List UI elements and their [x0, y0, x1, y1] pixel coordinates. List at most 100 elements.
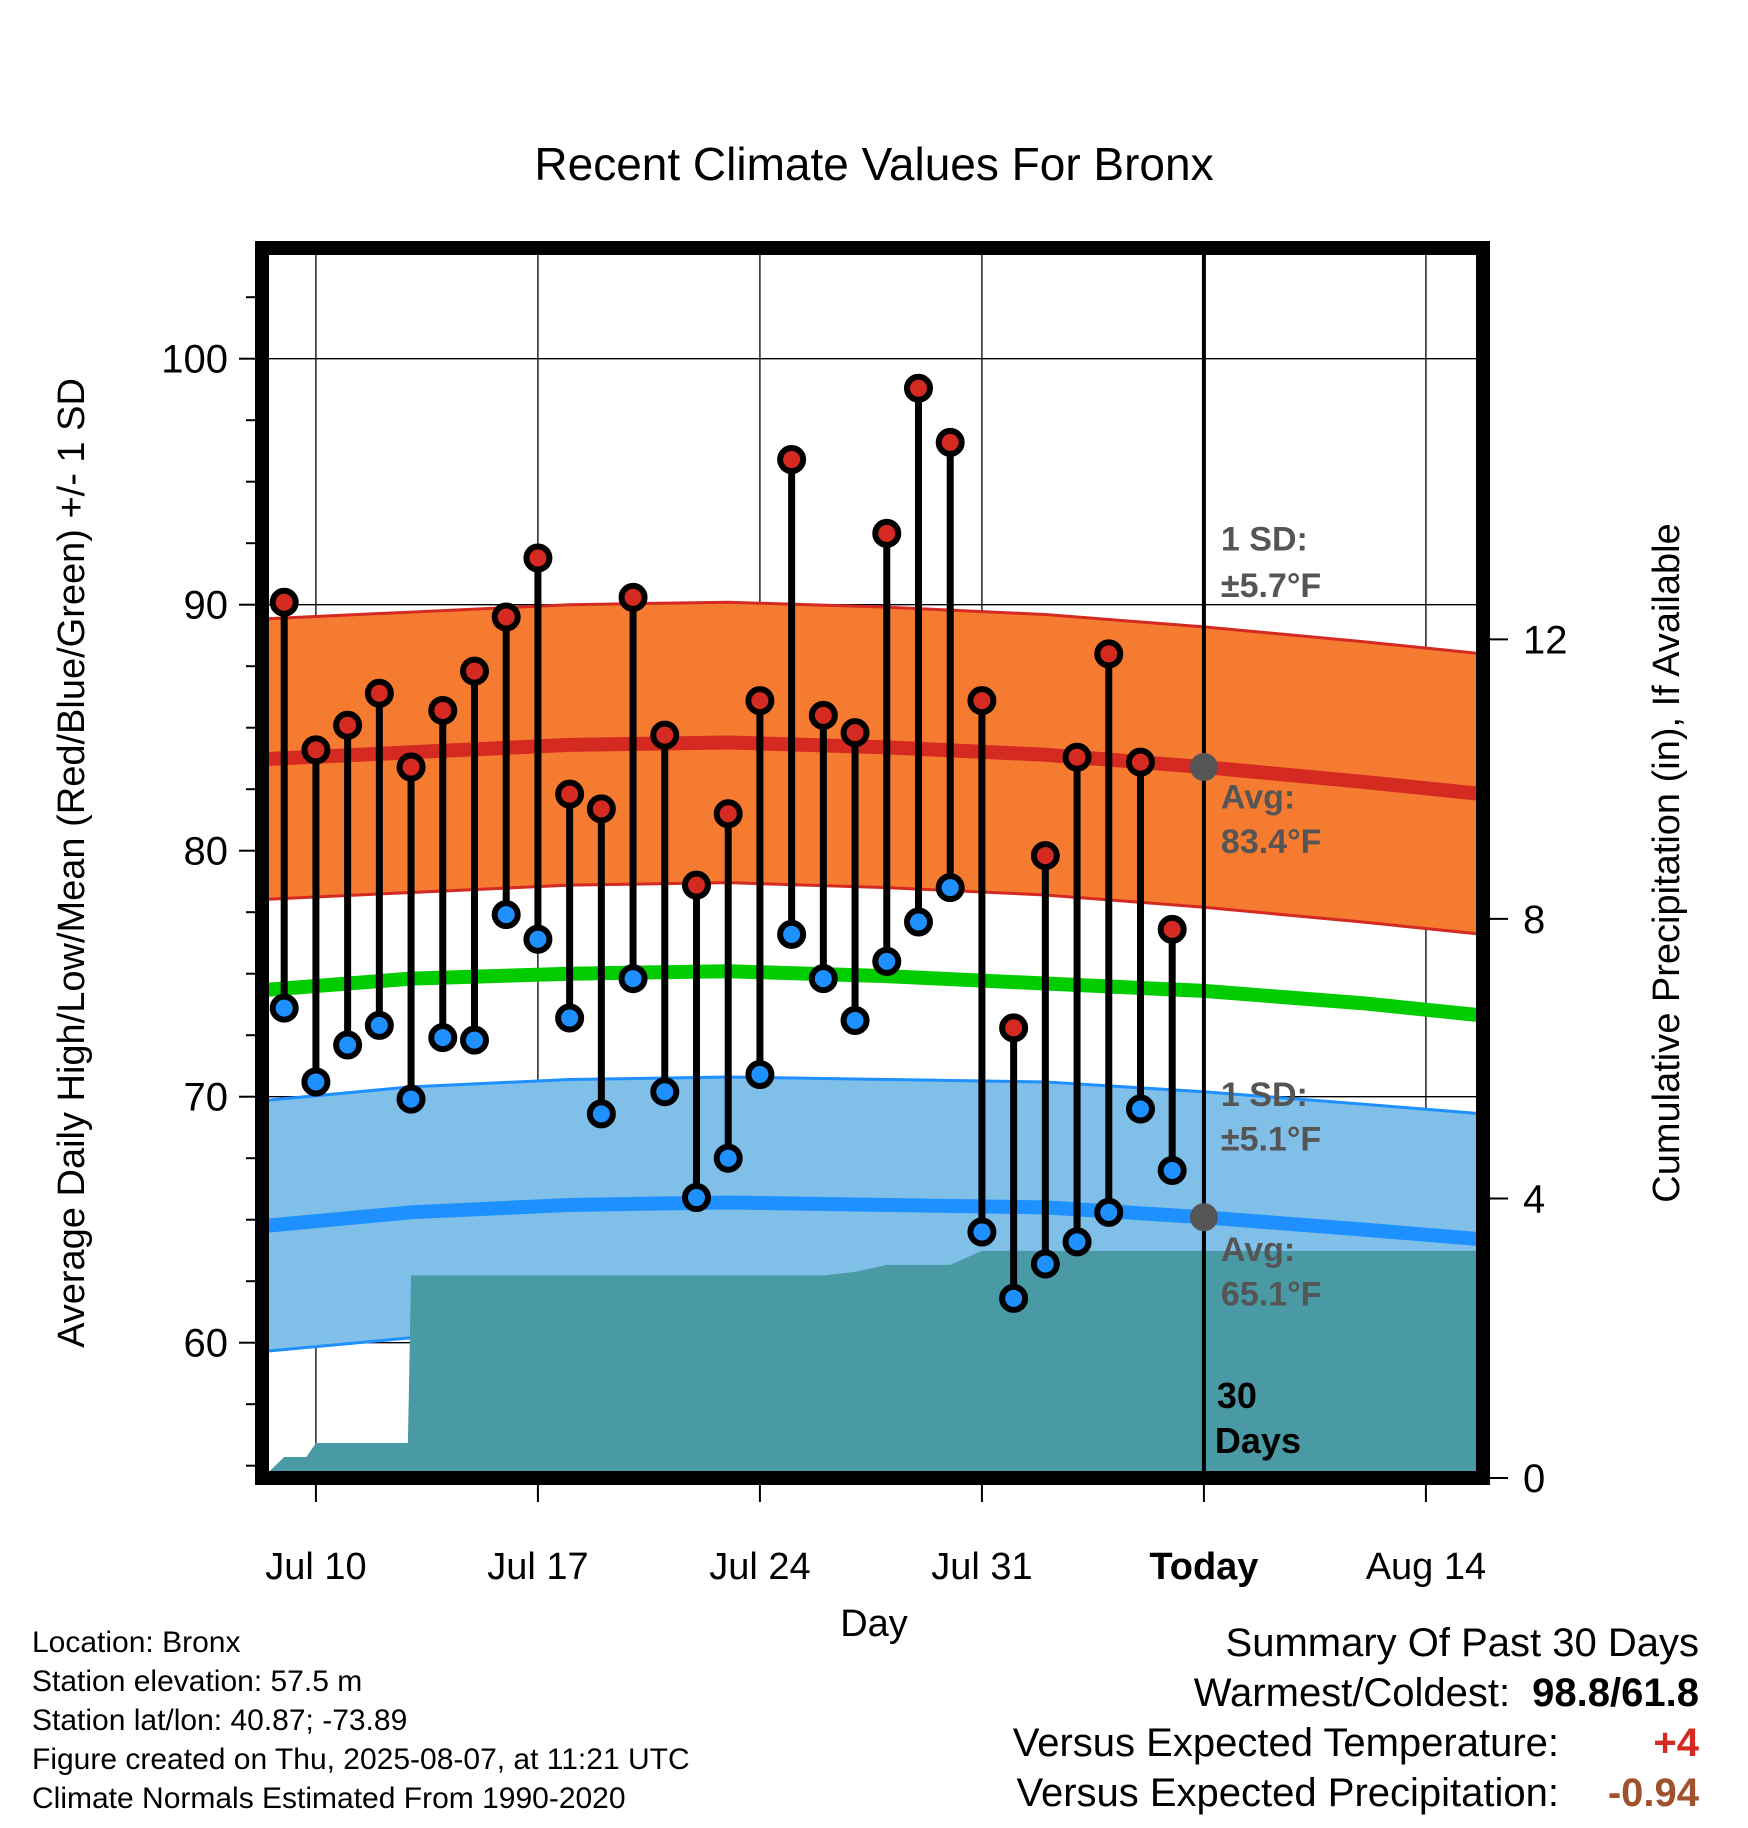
daily-low-point: [586, 1099, 616, 1129]
low-sd-upper-edge: [262, 1075, 1483, 1116]
high-sd-value: ±5.7°F: [1221, 567, 1321, 605]
daily-low-point: [999, 1283, 1029, 1313]
daily-low-point: [808, 964, 838, 994]
daily-high-point: [1125, 747, 1155, 777]
daily-high-point: [523, 543, 553, 573]
x-tick-label: Jul 10: [265, 1546, 366, 1588]
high-avg-label: Avg:: [1221, 779, 1295, 817]
info-elevation: Station elevation: 57.5 m: [32, 1665, 363, 1698]
high-avg-value: 83.4°F: [1221, 823, 1322, 861]
daily-low-point: [555, 1003, 585, 1033]
daily-high-point: [396, 752, 426, 782]
summary-coldest: 61.8: [1621, 1671, 1699, 1715]
summary-precip: Versus Expected Precipitation: -0.94: [1013, 1768, 1699, 1818]
low-sd-value: ±5.1°F: [1221, 1121, 1321, 1159]
summary-temp-label: Versus Expected Temperature:: [1012, 1721, 1559, 1765]
daily-low-point: [872, 946, 902, 976]
today-days-count: 30: [1217, 1375, 1257, 1416]
avg-low-line: [262, 1195, 1483, 1247]
y-axis-title: Average Daily High/Low/Mean (Red/Blue/Gr…: [51, 378, 93, 1348]
daily-high-point: [1062, 742, 1092, 772]
info-created: Figure created on Thu, 2025-08-07, at 11…: [32, 1743, 690, 1776]
summary-precip-label: Versus Expected Precipitation:: [1016, 1771, 1559, 1815]
avg-mean-line: [262, 964, 1483, 1023]
y-tick-label: 80: [184, 830, 229, 874]
summary-temp-value: +4: [1653, 1721, 1699, 1765]
daily-low-point: [967, 1217, 997, 1247]
x-tick-label: Today: [1149, 1546, 1258, 1588]
daily-high-point: [681, 870, 711, 900]
station-info: Location: Bronx Station elevation: 57.5 …: [32, 1623, 690, 1818]
y-tick-label: 60: [184, 1322, 229, 1366]
plot-frame: [255, 241, 1490, 1485]
summary-panel: Summary Of Past 30 Days Warmest/Coldest:…: [1013, 1618, 1699, 1818]
y2-axis-title: Cumulative Precipitation (in), If Availa…: [1646, 523, 1688, 1202]
y-tick-label: 90: [184, 584, 229, 628]
daily-low-point: [396, 1084, 426, 1114]
daily-low-point: [1157, 1156, 1187, 1185]
y2-tick-label: 12: [1523, 618, 1568, 662]
daily-high-point: [745, 686, 775, 716]
info-normals: Climate Normals Estimated From 1990-2020: [32, 1782, 626, 1815]
daily-low-point: [459, 1025, 489, 1055]
low-sd-label: 1 SD:: [1221, 1076, 1308, 1114]
x-axis-title: Day: [840, 1603, 908, 1645]
daily-high-point: [967, 686, 997, 716]
low-avg-label: Avg:: [1221, 1231, 1295, 1269]
info-location: Location: Bronx: [32, 1626, 241, 1659]
daily-low-point: [650, 1077, 680, 1107]
daily-low-point: [1062, 1227, 1092, 1257]
summary-warmest: 98.8: [1532, 1671, 1611, 1715]
low-avg-value: 65.1°F: [1221, 1276, 1322, 1314]
info-latlon: Station lat/lon: 40.87; -73.89: [32, 1704, 408, 1737]
daily-high-point: [713, 799, 743, 829]
daily-low-point: [840, 1005, 870, 1035]
high-sd-label: 1 SD:: [1221, 520, 1308, 558]
daily-high-point: [1094, 639, 1124, 669]
today-days-label: Days: [1215, 1420, 1301, 1461]
daily-high-point: [428, 695, 458, 725]
daily-high-point: [301, 735, 331, 765]
y2-tick-label: 0: [1523, 1457, 1545, 1501]
daily-high-point: [618, 582, 648, 612]
daily-low-point: [301, 1067, 331, 1097]
x-tick-label: Jul 31: [931, 1546, 1032, 1588]
summary-warm-cold: Warmest/Coldest: 98.8/61.8: [1013, 1668, 1699, 1718]
summary-title: Summary Of Past 30 Days: [1225, 1621, 1699, 1665]
daily-high-point: [903, 373, 933, 403]
today-avg-low-marker: [1189, 1203, 1218, 1232]
daily-low-point: [364, 1010, 394, 1040]
precip-area: [262, 1250, 1483, 1478]
daily-low-point: [745, 1060, 775, 1090]
high-sd-band: [262, 602, 1483, 935]
daily-low-point: [1094, 1197, 1124, 1227]
daily-low-point: [523, 924, 553, 954]
daily-high-point: [872, 518, 902, 548]
daily-high-point: [555, 779, 585, 809]
daily-high-point: [586, 794, 616, 824]
daily-low-point: [618, 964, 648, 994]
daily-low-point: [428, 1023, 458, 1053]
daily-low-point: [903, 907, 933, 937]
daily-low-point: [935, 873, 965, 903]
daily-high-point: [333, 710, 363, 740]
daily-low-point: [681, 1183, 711, 1213]
daily-low-point: [333, 1030, 363, 1060]
x-tick-label: Aug 14: [1366, 1546, 1486, 1588]
summary-temp: Versus Expected Temperature: +4: [1013, 1718, 1699, 1768]
today-avg-high-marker: [1189, 753, 1218, 782]
daily-high-point: [491, 602, 521, 632]
daily-high-point: [999, 1013, 1029, 1043]
daily-high-point: [459, 656, 489, 686]
daily-high-point: [1157, 914, 1187, 944]
daily-high-point: [1030, 841, 1060, 871]
daily-high-point: [840, 718, 870, 748]
y2-tick-label: 4: [1523, 1177, 1545, 1221]
summary-warm-cold-label: Warmest/Coldest:: [1193, 1671, 1511, 1715]
summary-warm-cold-value: 98.8/61.8: [1532, 1668, 1699, 1718]
chart-title: Recent Climate Values For Bronx: [534, 138, 1213, 190]
x-tick-label: Jul 17: [487, 1546, 588, 1588]
daily-high-point: [650, 720, 680, 750]
